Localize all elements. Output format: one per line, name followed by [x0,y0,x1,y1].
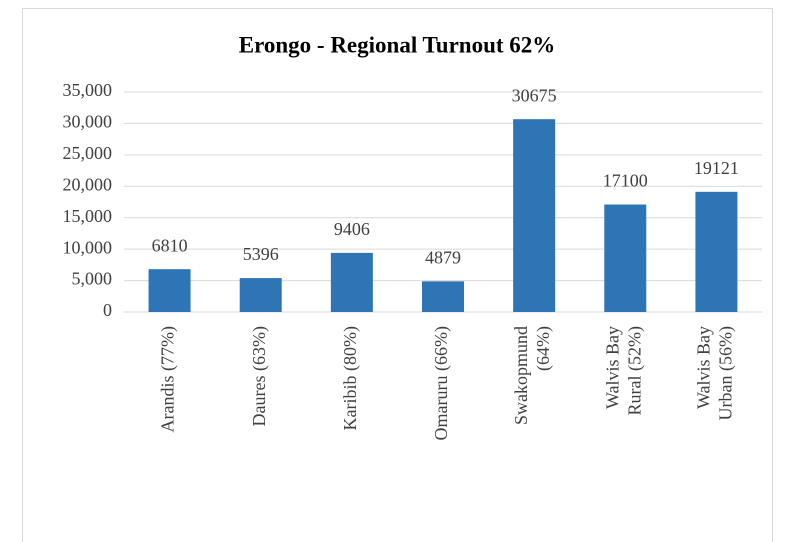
y-tick-label: 10,000 [63,237,113,257]
bar [695,191,738,312]
data-label: 4879 [425,247,461,267]
bar [148,269,191,312]
y-tick-label: 25,000 [63,143,113,163]
x-tick-label: Daures (63%) [249,326,270,426]
y-tick-label: 15,000 [63,206,113,226]
x-tick-label: Arandis (77%) [158,326,179,432]
y-tick-label: 30,000 [63,112,113,132]
x-tick-label: Karibib (80%) [340,326,361,430]
bar [513,119,556,312]
chart-title: Erongo - Regional Turnout 62% [239,32,556,57]
y-tick-label: 5,000 [72,269,113,289]
x-tick-label: Walvis Bay Urban (56%) [694,326,737,420]
y-tick-label: 0 [103,300,112,320]
data-label: 6810 [152,235,188,255]
data-label: 5396 [243,244,279,264]
chart-frame [22,8,773,542]
data-label: 9406 [334,219,370,239]
y-tick-label: 20,000 [63,174,113,194]
y-tick-label: 35,000 [63,80,113,100]
data-label: 30675 [512,85,557,105]
x-tick-label: Walvis Bay Rural (52%) [602,326,645,415]
x-tick-label: Omaruru (66%) [431,326,452,440]
data-label: 19121 [694,158,739,178]
x-tick-label: Swakopmund (64%) [511,326,554,425]
bar [239,278,282,312]
data-label: 17100 [603,171,648,191]
bar [604,204,647,312]
bar [422,281,464,312]
bar [330,252,373,312]
